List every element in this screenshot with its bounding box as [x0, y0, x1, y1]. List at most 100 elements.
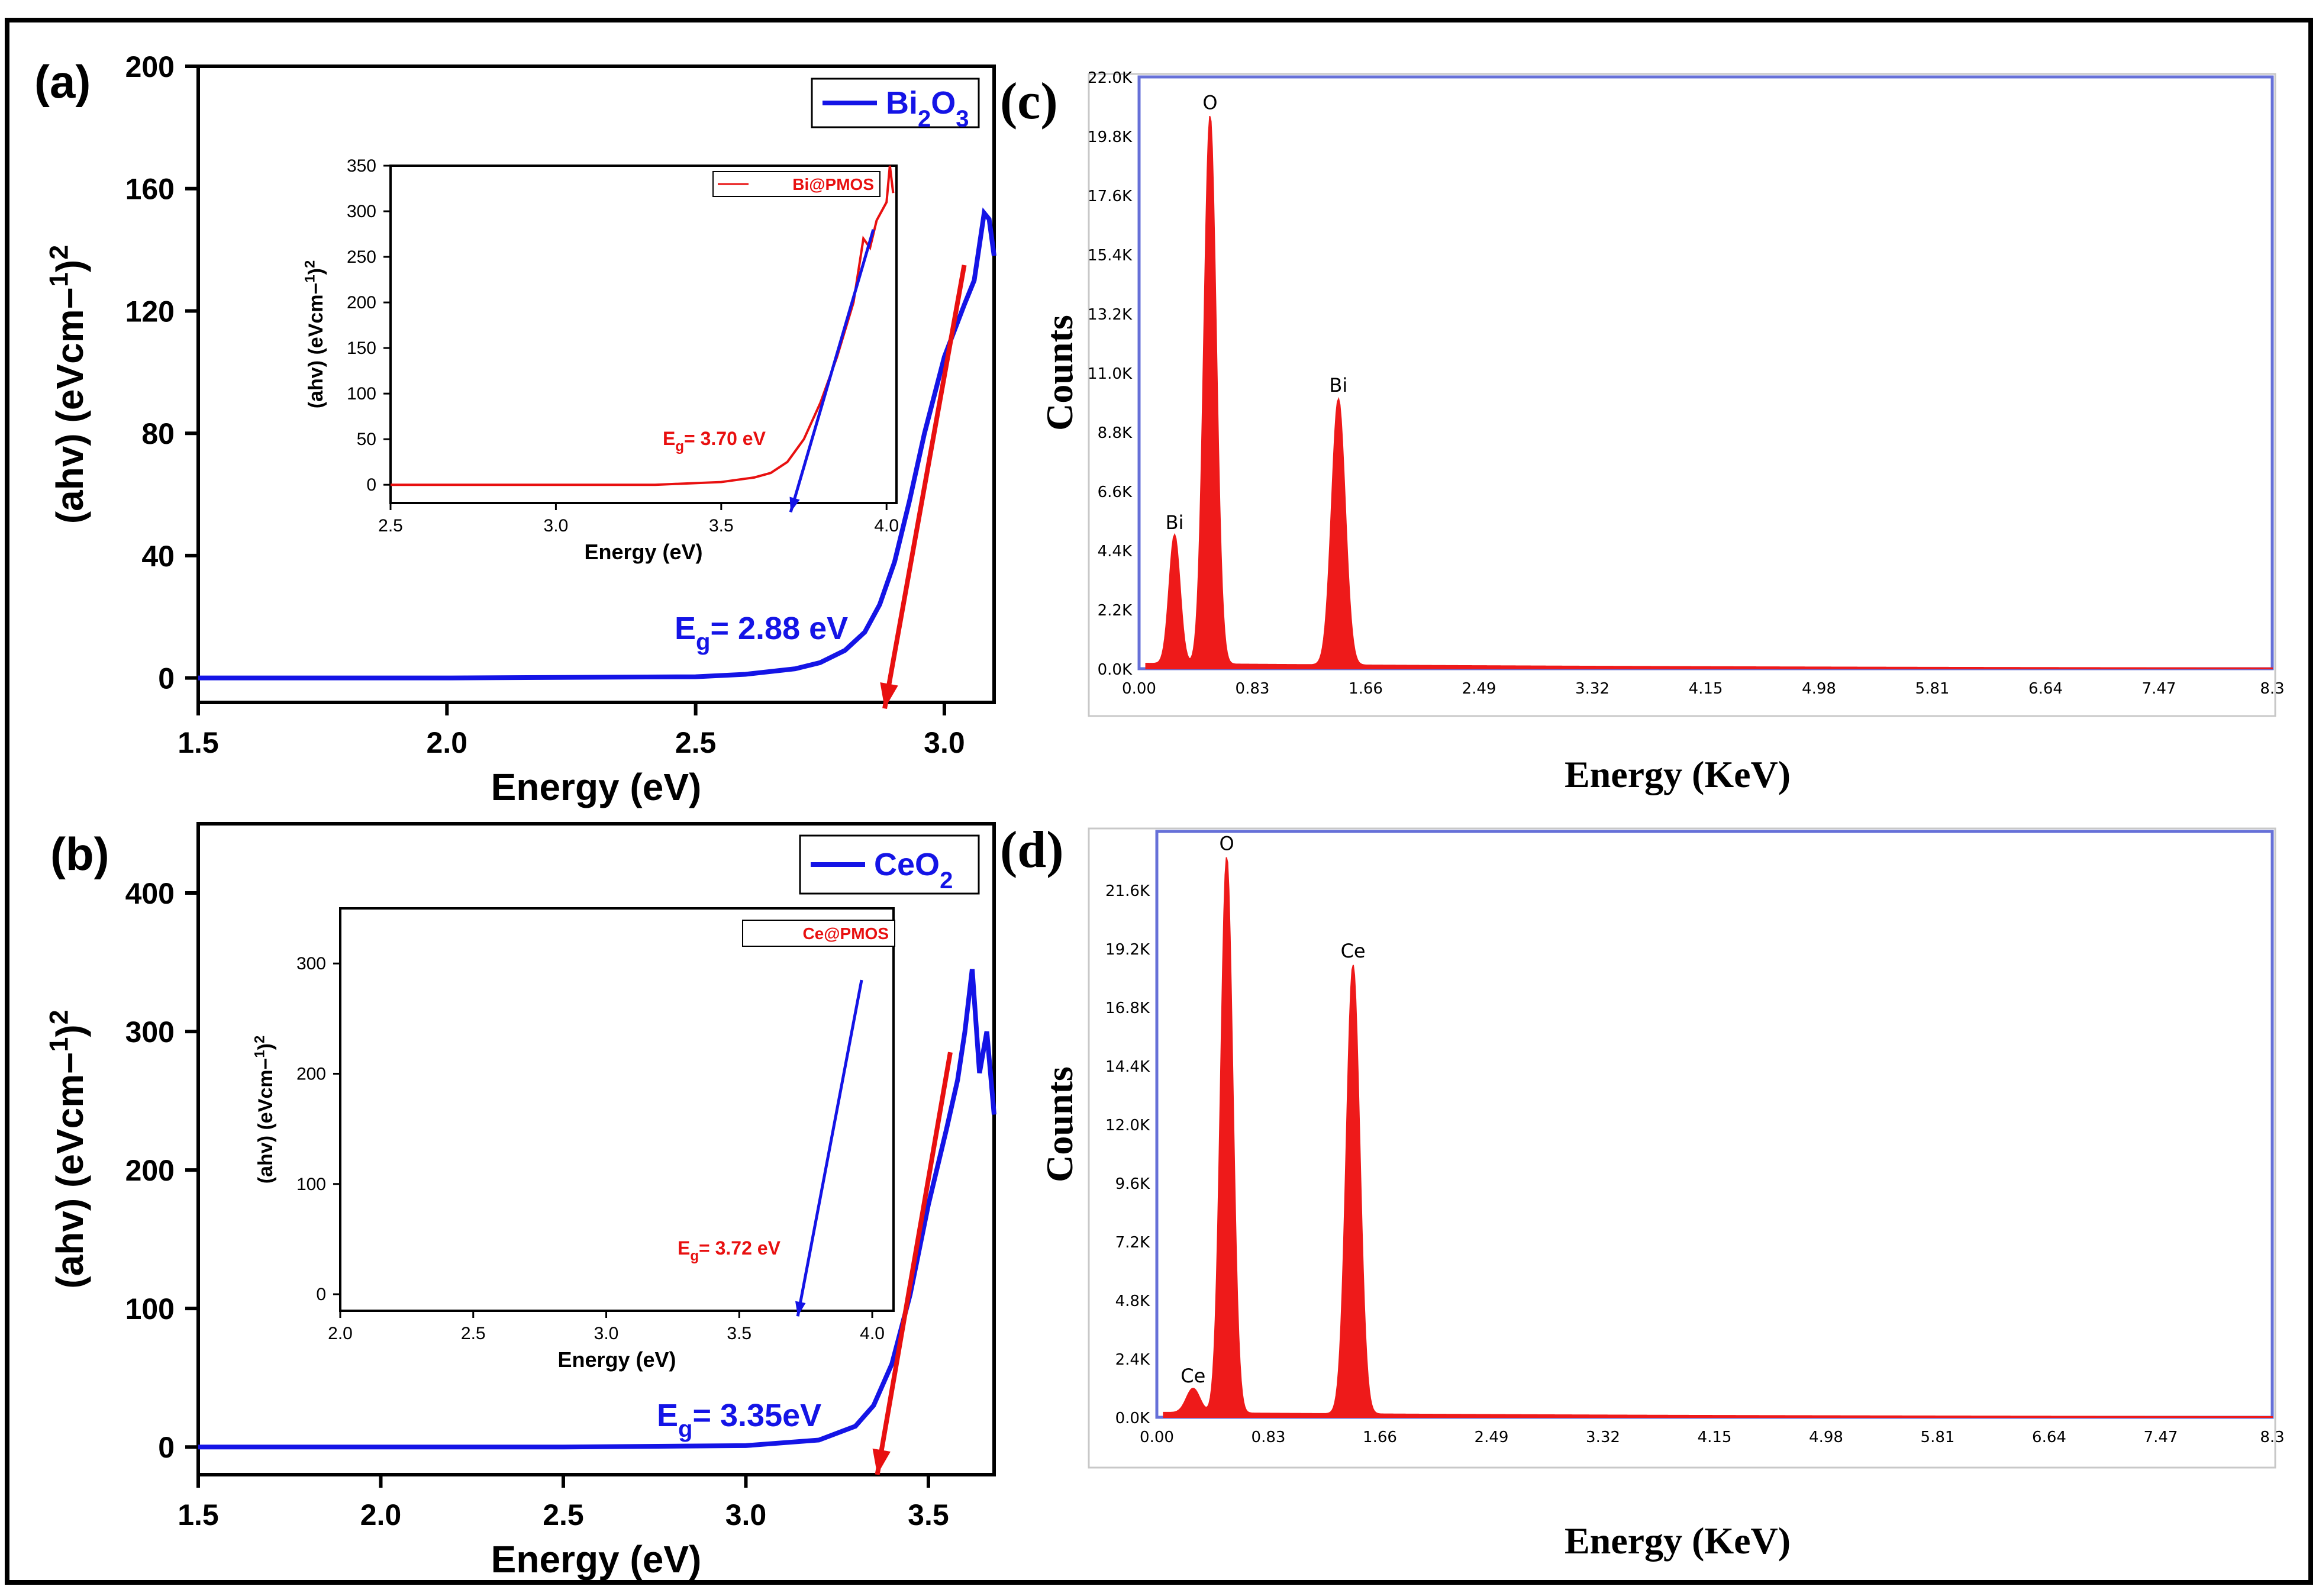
eds-y-tick-label: 9.6K [1115, 1175, 1150, 1193]
eds-x-axis-label: Energy (KeV) [1565, 753, 1791, 795]
panel-label-c: (c) [1000, 73, 1058, 130]
panel-d: 0.0K 2.4K 4.8K 7.2K 9.6K 12.0K 14.4K 16.8K 19.2K… [1038, 827, 2285, 1562]
eds-spectrum [1145, 115, 2273, 669]
inset-y-tick-label: 300 [296, 954, 326, 973]
y-tick-label: 200 [125, 1154, 175, 1187]
eds-y-tick-label: 2.2K [1098, 602, 1133, 620]
tangent-arrow-line [875, 1052, 953, 1475]
inset-legend-label: Ce@PMOS [802, 924, 889, 943]
eds-x-tick-label: 6.64 [2028, 680, 2063, 698]
y-axis-label: (ahv) (eVcm−1)2 [44, 1010, 91, 1288]
x-tick-label: 2.5 [543, 1498, 584, 1531]
eds-x-tick-label: 4.15 [1698, 1429, 1732, 1446]
tangent-arrow-head [880, 682, 898, 709]
plot-frame-a [196, 65, 996, 704]
inset-y-tick-label: 200 [296, 1064, 326, 1084]
y-tick-label: 40 [141, 540, 175, 573]
eds-peak-label: Bi [1329, 374, 1347, 396]
inset-x-tick-label: 3.0 [544, 516, 569, 536]
y-tick-label: 400 [125, 877, 175, 910]
eds-x-tick-label: 3.32 [1586, 1429, 1620, 1446]
eds-y-tick-label: 19.8K [1088, 128, 1133, 146]
inset-tangent-arrow-line [789, 229, 875, 513]
eds-x-axis-label: Energy (KeV) [1565, 1520, 1791, 1562]
inset-x-axis-label: Energy (eV) [584, 540, 702, 564]
y-tick-label: 100 [125, 1292, 175, 1326]
y-tick-label: 80 [141, 417, 175, 450]
eds-y-tick-label: 2.4K [1115, 1351, 1150, 1369]
y-tick-label: 120 [125, 295, 175, 328]
eds-peak-label: O [1220, 833, 1234, 855]
eds-x-tick-label: 2.49 [1462, 680, 1496, 698]
y-tick-label: 200 [125, 50, 175, 83]
eds-x-tick-label: 4.98 [1809, 1429, 1843, 1446]
eds-y-tick-label: 17.6K [1088, 188, 1133, 205]
eds-y-tick-label: 11.0K [1088, 365, 1133, 383]
panel-a: 1.5 2.0 2.5 3.0 0 40 80 120 160 200 Energy (eV) (ah… [44, 50, 996, 808]
eds-x-tick-label: 0.83 [1236, 680, 1270, 698]
inset-y-axis-label: (ahv) (eVcm−1)2 [251, 1036, 277, 1184]
tangent-arrow-line [882, 265, 967, 710]
inset-legend-box [742, 920, 895, 947]
legend-label: Bi2O3 [886, 85, 969, 132]
inset-x-tick-label: 3.5 [727, 1324, 752, 1343]
inset-tangent-arrow-line [796, 979, 863, 1317]
x-tick-label: 1.5 [178, 726, 219, 759]
eds-y-tick-label: 4.4K [1098, 543, 1133, 560]
x-tick-label: 3.0 [725, 1498, 767, 1531]
eds-y-tick-label: 15.4K [1088, 247, 1133, 265]
inset-x-tick-label: 2.5 [378, 516, 403, 536]
eds-x-tick-label: 4.15 [1689, 680, 1723, 698]
eds-y-axis-label: Counts [1038, 315, 1081, 431]
eds-x-tick-label: 0.00 [1140, 1429, 1174, 1446]
inset-frame [339, 907, 895, 1312]
plot-frame-b [196, 822, 996, 1476]
inset-y-tick-label: 150 [347, 338, 376, 358]
eds-x-tick-label: 1.66 [1349, 680, 1383, 698]
eds-y-tick-label: 14.4K [1105, 1058, 1150, 1076]
eds-peak-label: Bi [1166, 511, 1184, 534]
eds-y-tick-label: 0.0K [1115, 1410, 1150, 1427]
eds-y-tick-label: 0.0K [1098, 661, 1133, 679]
panel-b: 1.5 2.0 2.5 3.0 3.5 0 100 200 300 400 Energy (eV) (… [44, 822, 996, 1581]
legend-label: CeO2 [874, 847, 953, 894]
x-tick-label: 3.0 [924, 726, 965, 759]
x-tick-label: 2.0 [360, 1498, 402, 1531]
inset-x-tick-label: 2.5 [461, 1324, 486, 1343]
y-tick-label: 160 [125, 173, 175, 206]
panel-label-d: (d) [1000, 821, 1064, 879]
eds-x-tick-label: 6.64 [2032, 1429, 2066, 1446]
eds-x-tick-label: 0.00 [1122, 680, 1156, 698]
eds-x-tick-label: 3.32 [1575, 680, 1610, 698]
eds-plot-frame [1155, 830, 2274, 1419]
inset-tangent-arrow-head [789, 496, 800, 512]
inset-y-tick-label: 200 [347, 293, 376, 312]
eds-x-tick-label: 7.47 [2142, 680, 2176, 698]
eds-x-tick-label: 8.3 [2260, 1429, 2284, 1446]
inset-legend-label: Bi@PMOS [792, 175, 874, 194]
inset-y-tick-label: 100 [347, 384, 376, 404]
inset-x-tick-label: 4.0 [860, 1324, 885, 1343]
series-line-Bi2O3 [198, 207, 996, 681]
x-tick-label: 2.5 [675, 726, 717, 759]
inset-x-tick-label: 3.0 [594, 1324, 619, 1343]
eds-peak-label: Ce [1181, 1365, 1205, 1387]
inset-y-tick-label: 0 [366, 475, 376, 495]
inset-tangent-arrow-head [795, 1301, 806, 1317]
x-tick-label: 1.5 [178, 1498, 219, 1531]
eds-y-tick-label: 19.2K [1105, 941, 1150, 959]
eds-y-tick-label: 16.8K [1105, 999, 1150, 1017]
eds-y-tick-label: 7.2K [1115, 1234, 1150, 1252]
panel-label-b: (b) [50, 828, 109, 880]
eds-x-tick-label: 8.3 [2260, 680, 2284, 698]
x-axis-label: Energy (eV) [491, 1538, 702, 1581]
inset-y-tick-label: 50 [357, 430, 376, 449]
x-tick-label: 2.0 [427, 726, 468, 759]
eds-spectrum [1163, 857, 2273, 1418]
eds-x-tick-label: 5.81 [1915, 680, 1950, 698]
eds-y-tick-label: 6.6K [1098, 483, 1133, 501]
eds-x-tick-label: 7.47 [2144, 1429, 2178, 1446]
eds-y-tick-label: 4.8K [1115, 1292, 1150, 1310]
y-tick-label: 0 [158, 1431, 175, 1464]
